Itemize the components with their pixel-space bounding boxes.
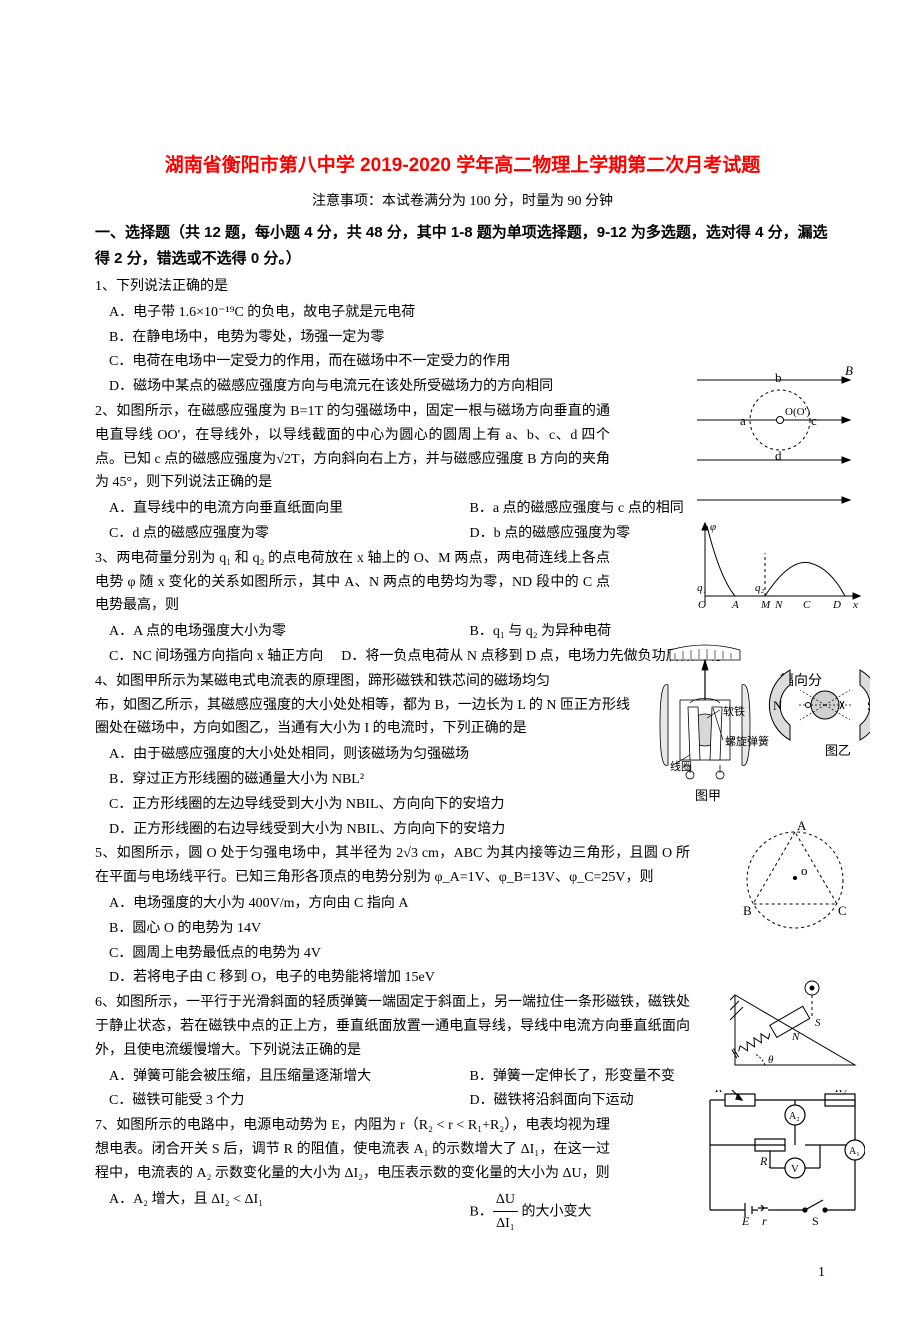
exam-title: 湖南省衡阳市第八中学 2019-2020 学年高二物理上学期第二次月考试题	[95, 150, 830, 182]
svg-text:S: S	[812, 1214, 819, 1225]
svg-text:R₁: R₁	[759, 1154, 772, 1168]
q2-opt-c: C．d 点的磁感应强度为零	[109, 522, 470, 546]
q5-diagram: A B C o	[735, 820, 855, 944]
q4-diagram: 软铁 螺旋弹簧 线圈 图甲 N S	[645, 640, 870, 819]
q1-stem: 1、下列说法正确的是	[95, 279, 228, 294]
q6-stem: 6、如图所示，一平行于光滑斜面的轻质弹簧一端固定于斜面上，另一端拉住一条形磁铁，…	[95, 995, 690, 1058]
q4-stem-a: 4、如图甲所示为某磁电式电流表的原理图，蹄形磁铁和铁芯间的磁场均匀	[95, 670, 550, 694]
svg-text:O(O'): O(O')	[785, 406, 811, 418]
q4-fig2-label: 图乙	[825, 743, 851, 758]
q1-opt-b: B．在静电场中，电势为零处，场强一定为零	[109, 326, 830, 350]
q5-stem: 5、如图所示，圆 O 处于匀强电场中，其半径为 2√3 cm，ABC 为其内接等…	[95, 846, 690, 885]
svg-text:a: a	[740, 413, 746, 428]
svg-text:b: b	[775, 370, 782, 385]
svg-text:φ: φ	[710, 521, 716, 533]
svg-text:D: D	[832, 599, 841, 608]
q1-opt-a: A．电子带 1.6×10⁻¹⁹C 的负电，故电子就是元电荷	[109, 301, 830, 325]
q6-diagram: N S θ	[730, 970, 860, 1079]
svg-text:M: M	[760, 599, 771, 608]
svg-text:O: O	[698, 599, 706, 608]
svg-text:x: x	[852, 599, 858, 608]
svg-text:N: N	[773, 698, 783, 713]
svg-text:N: N	[791, 1031, 800, 1043]
q3-opt-a: A．A 点的电场强度大小为零	[109, 620, 470, 644]
exam-subtitle: 注意事项：本试卷满分为 100 分，时量为 90 分钟	[95, 190, 830, 214]
svg-text:q₁: q₁	[697, 582, 707, 594]
svg-text:E: E	[741, 1214, 750, 1225]
q4-opt-d: D．正方形线圈的右边导线受到大小为 NBIL、方向向下的安培力	[109, 818, 590, 842]
q4-opt-c: C．正方形线圈的左边导线受到大小为 NBIL、方向向下的安培力	[109, 793, 590, 817]
q2-stem: 2、如图所示，在磁感应强度为 B=1T 的匀强磁场中，固定一根与磁场方向垂直的通…	[95, 404, 610, 490]
svg-text:q₂: q₂	[755, 582, 765, 594]
svg-text:R₂: R₂	[834, 1090, 847, 1095]
svg-text:S: S	[867, 698, 870, 713]
q2-diagram: a c b d O(O') B	[695, 360, 860, 514]
question-1: 1、下列说法正确的是	[95, 275, 830, 299]
svg-text:C: C	[803, 599, 811, 608]
q5-opt-d: D．若将电子由 C 移到 O，电子的电势能将增加 15eV	[109, 966, 830, 990]
svg-text:A: A	[731, 599, 739, 608]
section-heading: 一、选择题（共 12 题，每小题 4 分，共 48 分，其中 1-8 题为单项选…	[95, 220, 830, 271]
svg-text:A: A	[797, 820, 807, 833]
q4-fig1-label: 图甲	[695, 788, 721, 803]
q7-diagram: R R₂ R₁ A₂ A₁ V Er S	[700, 1090, 865, 1234]
q3-stem: 3、两电荷量分别为 q₁ 和 q₂ 的点电荷放在 x 轴上的 O、M 两点，两电…	[95, 551, 610, 614]
q6-opt-a: A．弹簧可能会被压缩，且压缩量逐渐增大	[109, 1065, 470, 1089]
svg-text:d: d	[775, 448, 782, 463]
q5-opt-b: B．圆心 O 的电势为 14V	[109, 917, 830, 941]
svg-text:θ: θ	[768, 1054, 774, 1066]
q4-label-spring: 螺旋弹簧	[725, 734, 769, 748]
q4-label-softIron: 软铁	[723, 704, 745, 718]
q3-diagram: φ q₁ q₂ O A MN C D x	[695, 518, 865, 617]
svg-text:c: c	[811, 413, 817, 428]
svg-text:S: S	[815, 1017, 821, 1029]
svg-text:N: N	[774, 599, 783, 608]
q4-opt-b: B．穿过正方形线圈的磁通量大小为 NBL²	[109, 768, 590, 792]
q7-stem: 7、如图所示的电路中，电源电动势为 E，内阻为 r（R₂ < r < R₁+R₂…	[95, 1118, 610, 1181]
svg-text:V: V	[791, 1163, 799, 1175]
q3-opt-c: C．NC 间场强方向指向 x 轴正方向	[109, 645, 323, 669]
question-6: 6、如图所示，一平行于光滑斜面的轻质弹簧一端固定于斜面上，另一端拉住一条形磁铁，…	[95, 991, 830, 1062]
question-5: 5、如图所示，圆 O 处于匀强电场中，其半径为 2√3 cm，ABC 为其内接等…	[95, 842, 830, 890]
q5-opt-c: C．圆周上电势最低点的电势为 4V	[109, 942, 830, 966]
svg-text:r: r	[762, 1214, 767, 1225]
page-number: 1	[95, 1261, 830, 1285]
svg-text:B: B	[743, 903, 752, 918]
q6-opt-c: C．磁铁可能受 3 个力	[109, 1089, 470, 1113]
svg-text:o: o	[801, 863, 808, 878]
q4-label-coil: 线圈	[670, 759, 692, 773]
svg-text:A₁: A₁	[849, 1146, 860, 1157]
svg-text:B: B	[845, 363, 853, 378]
svg-text:A₂: A₂	[789, 1111, 800, 1122]
q7-opt-a: A．A₂ 增大，且 ΔI₂ < ΔI₁	[109, 1188, 470, 1237]
svg-text:R: R	[714, 1090, 723, 1095]
q5-opt-a: A．电场强度的大小为 400V/m，方向由 C 指向 A	[109, 892, 830, 916]
svg-text:C: C	[838, 903, 847, 918]
q4-opt-a: A．由于磁感应强度的大小处处相同，则该磁场为匀强磁场	[109, 743, 590, 767]
q5-options: A．电场强度的大小为 400V/m，方向由 C 指向 A B．圆心 O 的电势为…	[95, 892, 830, 990]
q2-opt-a: A．直导线中的电流方向垂直纸面向里	[109, 497, 470, 521]
